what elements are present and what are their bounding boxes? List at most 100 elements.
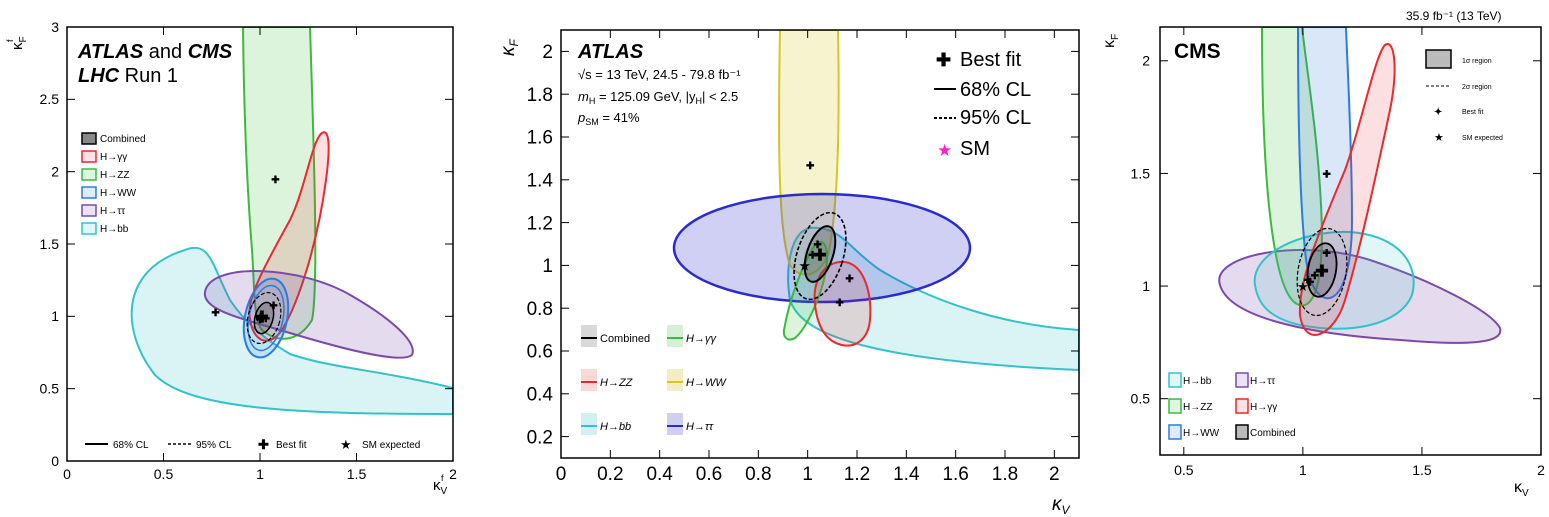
p3-legend-2s: 2σ region [1462, 84, 1492, 91]
best-fit-marker: ✚ [808, 251, 817, 262]
p1-legend-ww: H→WW [100, 188, 137, 199]
p1-legend-combined: Combined [100, 134, 146, 145]
p1-contours [130, 27, 453, 416]
p2-xtick-label: 1.8 [992, 464, 1018, 485]
p1-contour-bb [130, 247, 453, 416]
best-fit-marker: ✚ [1306, 278, 1315, 289]
p3-contour-zz [1260, 27, 1324, 307]
best-fit-marker: ✚ [1315, 263, 1328, 280]
p2-xtick-label: 0.4 [646, 464, 673, 485]
p2-best-icon: ✚ [936, 50, 951, 70]
p1-ytick-label: 2 [51, 164, 59, 180]
p3-xtick-label: 1.5 [1412, 462, 1432, 478]
p1-legend: Combined H→γγ H→ZZ H→WW H→ττ H→bb [81, 132, 146, 235]
p1-ytick-label: 3 [51, 19, 59, 35]
p2-contour-combined-95 [793, 211, 847, 301]
panel-atlas: ✚✚✚✚✚✚★ 0 0.2 0.4 0.6 0.8 1 1.2 1.4 1.6 1.8 20.20.… [498, 29, 1080, 517]
p1-bl-95: 95% CL [196, 440, 232, 451]
p1-bl-68: 68% CL [113, 440, 149, 451]
p2-ytick-label: 1.8 [527, 85, 553, 106]
p3-frame [1159, 26, 1542, 456]
best-fit-marker: ✚ [262, 314, 271, 325]
p3-legend-zz: H→ZZ [1183, 402, 1212, 413]
p2-contours [672, 30, 1079, 372]
p2-ytick-label: 0.8 [527, 299, 553, 320]
p2-xtick-label: 1.6 [942, 464, 968, 485]
p3-contour-ww [1296, 27, 1354, 300]
p3-legend-combined: Combined [1250, 428, 1296, 439]
p3-title: CMS [1174, 40, 1221, 63]
p1-ytick-label: 1.5 [40, 236, 60, 252]
p1-xtick-label: 0 [63, 466, 71, 482]
p3-marks: ✚✚✚✚✚✚★ [1297, 169, 1331, 294]
p3-xtick-label: 2 [1537, 462, 1545, 478]
p2-xtick-label: 0 [556, 464, 567, 485]
p3-legend-best: Best fit [1462, 109, 1483, 116]
p1-xtick-label: 2 [449, 466, 457, 482]
p1-bl-best: Best fit [276, 440, 307, 451]
p3-contour-combined-1s [1306, 242, 1338, 298]
sm-star-marker: ★ [254, 309, 266, 324]
p1-legend-zz: H→ZZ [100, 170, 129, 181]
p2-line3: pSM = 41% [577, 110, 640, 127]
p2-sm-star-icon: ★ [937, 141, 952, 160]
p2-ytick-label: 0.4 [527, 384, 554, 405]
p1-xtick-label: 1.5 [347, 466, 367, 482]
p2-legend-tt: H→ττ [686, 421, 714, 433]
p2-ytick-label: 0.2 [527, 427, 553, 448]
p3-legend-1s: 1σ region [1462, 58, 1492, 65]
p2-marks: ✚✚✚✚✚✚★ [798, 161, 854, 309]
svg-text:f: f [5, 39, 15, 42]
p2-ytick-label: 1.6 [527, 128, 553, 149]
p2-ytick-label: 1.4 [527, 170, 554, 191]
p2-xtick-label: 1.4 [893, 464, 920, 485]
p1-xlabel: κV [433, 477, 448, 497]
best-fit-marker: ✚ [1322, 169, 1331, 180]
p2-right-legend: ✚ Best fit 68% CL 95% CL ★ SM [934, 49, 1031, 160]
p2-contour-bb [787, 226, 1079, 372]
p2-xtick-label: 0.8 [745, 464, 771, 485]
best-fit-marker: ✚ [255, 309, 268, 326]
svg-text:κF: κF [498, 39, 521, 57]
p2-legend-bb: H→bb [600, 421, 631, 433]
p2-axes: 0 0.2 0.4 0.6 0.8 1 1.2 1.4 1.6 1.8 20.20.40.60.81… [527, 30, 1079, 485]
best-fit-marker: ✚ [256, 315, 265, 326]
p2-ytick-label: 1.2 [527, 213, 553, 234]
p2-line1: √s = 13 TeV, 24.5 - 79.8 fb⁻¹ [578, 67, 741, 82]
p3-ytick-label: 0.5 [1131, 391, 1151, 407]
p2-legend-combined: Combined [600, 333, 650, 345]
p3-sm-star-icon: ★ [1434, 132, 1444, 144]
p3-ytick-label: 1.5 [1131, 165, 1151, 181]
p1-axes: 0 0.5 1 1.5 2 0 0.5 1 1.5 2 2.5 3 [40, 19, 458, 482]
p2-legend-best: Best fit [960, 49, 1022, 71]
p3-best-icon: ✦ [1434, 107, 1442, 118]
p2-xlabel: κV [1052, 494, 1071, 517]
svg-text:κF: κF [9, 36, 29, 50]
panel-cms: 35.9 fb⁻¹ (13 TeV) ✚✚✚✚✚✚★ 0.5 1 1.5 2 0.5 1 1… [1101, 9, 1545, 499]
best-fit-marker: ✚ [1303, 275, 1312, 286]
p3-legend-gg: H→γγ [1250, 402, 1277, 413]
p1-xlabel-sup: f [441, 473, 444, 483]
best-fit-marker: ✚ [813, 248, 826, 265]
p2-frame [560, 29, 1080, 459]
p1-contour-combined-68 [253, 301, 275, 335]
p2-contour-combined-68 [803, 225, 837, 283]
p1-legend-bb: H→bb [100, 224, 129, 235]
p3-ytick-label: 1 [1142, 278, 1150, 294]
p3-legend: H→bb H→ττ H→ZZ H→γγ H→WW Combined [1168, 372, 1296, 440]
panel-atlas-cms-run1: ✚✚✚✚✚✚ ★ 0 0.5 1 1.5 200.511.522.53 ATLAS and… [5, 19, 457, 497]
p2-ylabel: κF [498, 39, 521, 57]
p3-legend-bb: H→bb [1183, 376, 1212, 387]
p1-ytick-label: 0.5 [40, 381, 60, 397]
p2-line2: mH = 125.09 GeV, |yH| < 2.5 [578, 89, 738, 106]
p1-marks: ✚✚✚✚✚✚ ★ [211, 175, 280, 326]
best-fit-marker: ✚ [836, 298, 845, 309]
p2-title: ATLAS [577, 41, 644, 63]
p2-legend-95: 95% CL [960, 107, 1031, 129]
p1-bl-cross-icon: ✚ [258, 437, 269, 452]
best-fit-marker: ✚ [1322, 248, 1331, 259]
p3-xlabel: κV [1514, 479, 1529, 499]
p1-bl-sm: SM expected [362, 440, 420, 451]
p2-xtick-label: 0.2 [597, 464, 623, 485]
